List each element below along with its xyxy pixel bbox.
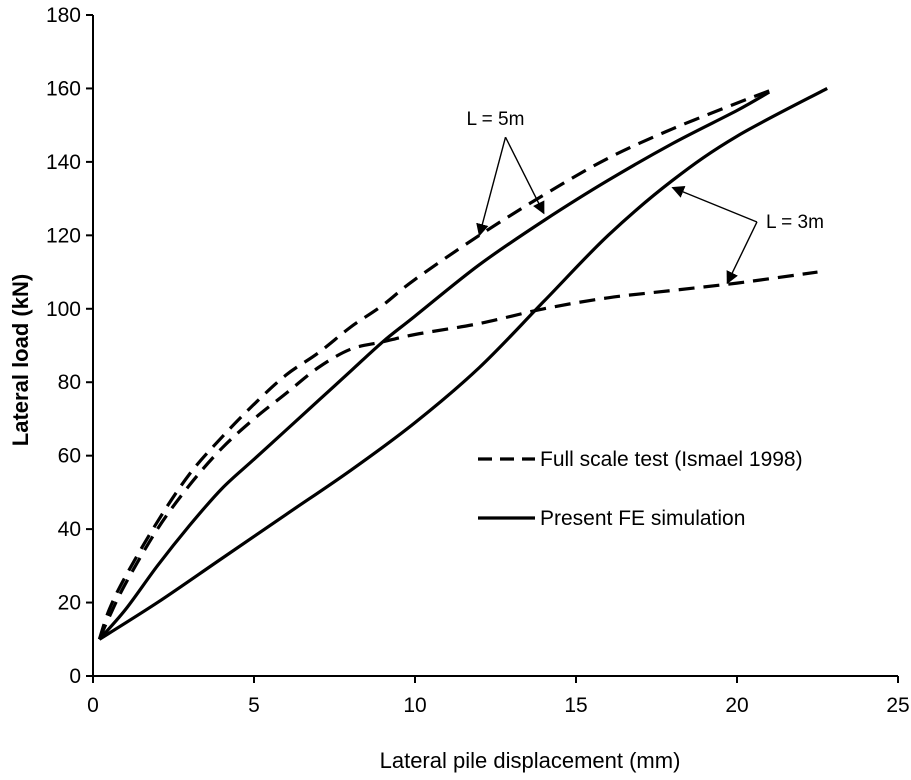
annotation-arrow bbox=[726, 221, 758, 285]
x-tick-label: 5 bbox=[248, 694, 260, 717]
annotation-label: L = 5m bbox=[467, 109, 525, 130]
y-tick-label: 60 bbox=[58, 445, 81, 468]
legend: Full scale test (Ismael 1998) Present FE… bbox=[478, 448, 803, 530]
series-line-l3m-dashed bbox=[97, 270, 818, 640]
y-tick-label: 160 bbox=[46, 77, 81, 100]
y-tick-label: 120 bbox=[46, 224, 81, 247]
y-axis-title: Lateral load (kN) bbox=[8, 274, 33, 446]
x-tick-label: 15 bbox=[564, 694, 587, 717]
y-tick-label: 80 bbox=[58, 371, 81, 394]
y-ticks: 0 20 40 60 80 100 120 140 160 180 bbox=[46, 4, 93, 688]
x-tick-label: 0 bbox=[87, 694, 99, 717]
x-axis-title: Lateral pile displacement (mm) bbox=[380, 748, 681, 773]
annotation-arrow bbox=[671, 186, 758, 223]
x-ticks: 0 5 10 15 20 25 bbox=[87, 676, 910, 717]
series-line-l5m-solid bbox=[98, 90, 770, 641]
y-tick-label: 100 bbox=[46, 298, 81, 321]
plot-area: 0 20 40 60 80 100 120 140 160 180 0 5 10 15 20 25 L = … bbox=[46, 4, 910, 717]
legend-label-fe-simulation: Present FE simulation bbox=[540, 507, 745, 530]
x-tick-label: 10 bbox=[403, 694, 426, 717]
annotation-label: L = 3m bbox=[766, 212, 824, 233]
y-tick-label: 40 bbox=[58, 518, 81, 541]
y-tick-label: 140 bbox=[46, 151, 81, 174]
x-tick-label: 20 bbox=[725, 694, 748, 717]
series-group bbox=[97, 86, 828, 641]
x-tick-label: 25 bbox=[886, 694, 909, 717]
series-line-l3m-solid bbox=[98, 86, 828, 641]
series-line-l5m-dashed bbox=[97, 86, 777, 640]
y-tick-label: 0 bbox=[69, 665, 81, 688]
annotation-group: L = 5m L = 3m bbox=[467, 109, 824, 285]
y-tick-label: 20 bbox=[58, 592, 81, 615]
legend-label-full-scale: Full scale test (Ismael 1998) bbox=[540, 448, 803, 471]
y-tick-label: 180 bbox=[46, 4, 81, 27]
annotation-arrow bbox=[504, 136, 545, 215]
annotation-arrow bbox=[476, 136, 507, 237]
